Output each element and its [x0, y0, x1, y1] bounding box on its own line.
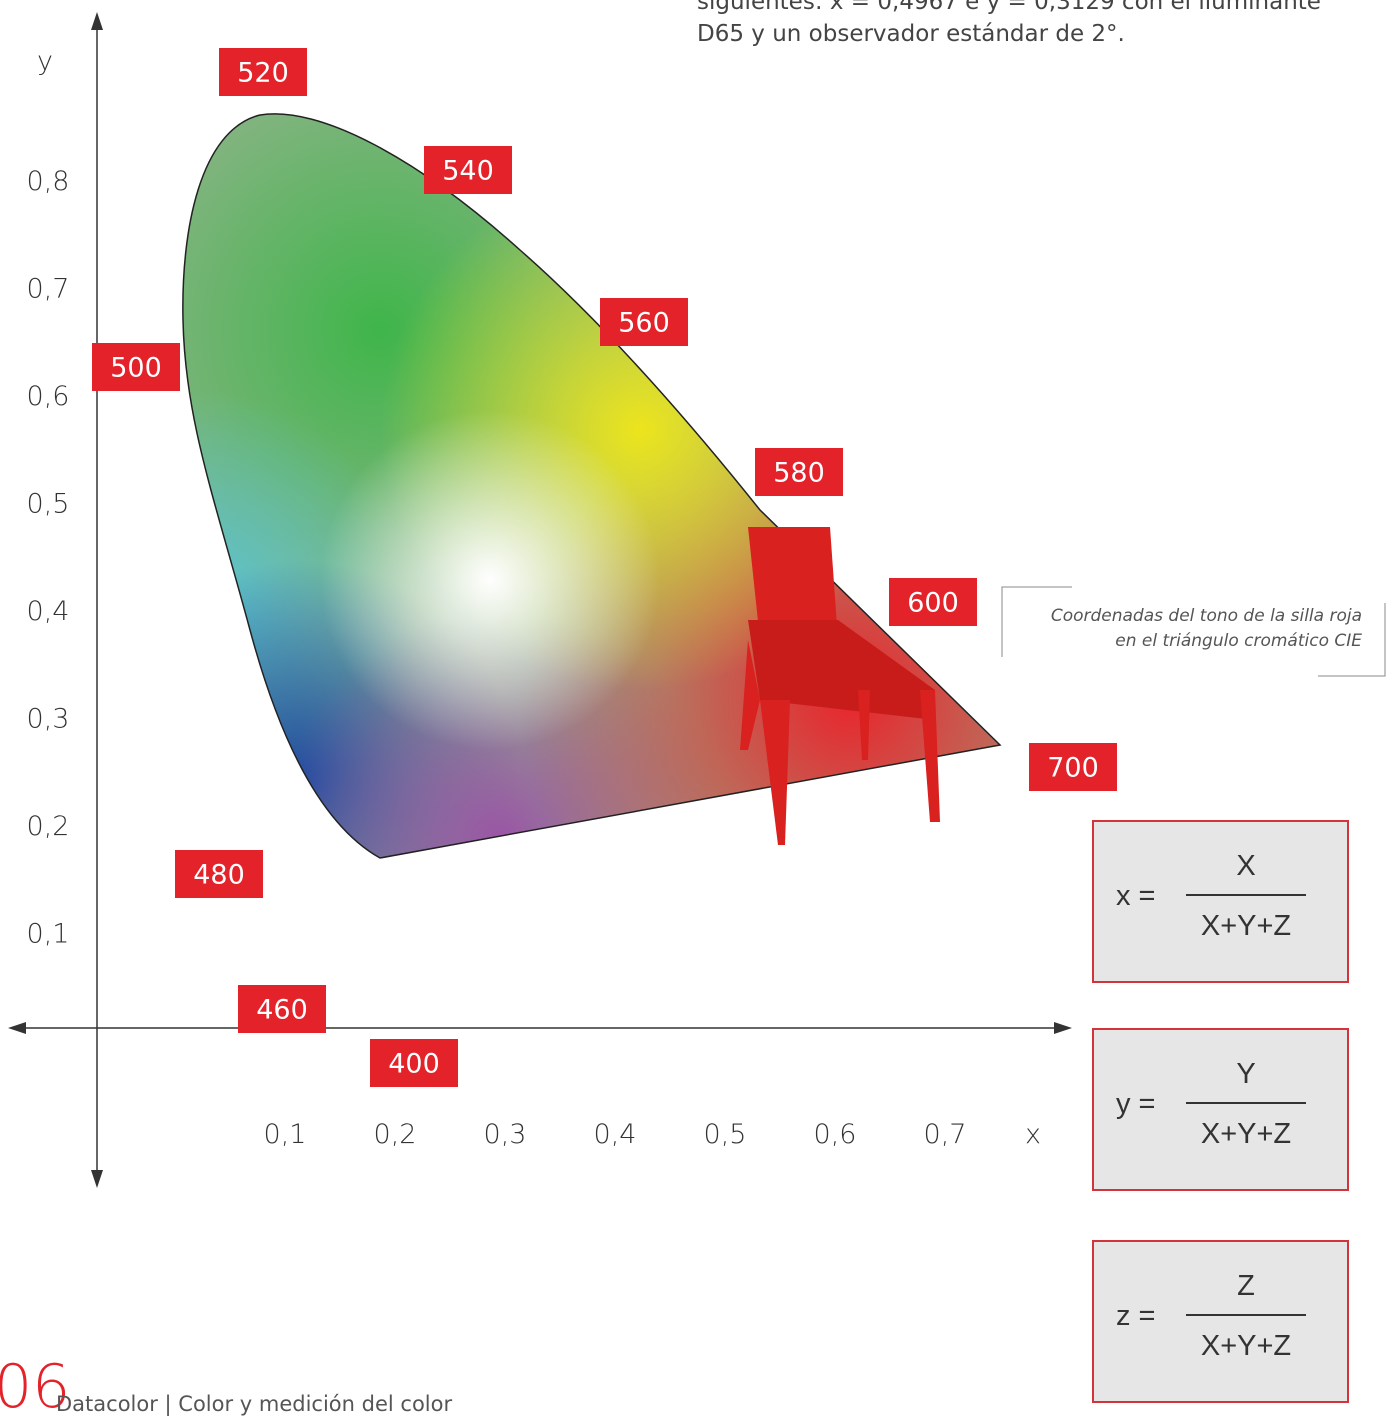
wavelength-label: 560	[600, 298, 688, 346]
label-box	[755, 448, 843, 496]
fraction-bar	[1186, 1314, 1306, 1316]
formula-lhs: x =	[1116, 880, 1156, 912]
callout-line: Coordenadas del tono de la silla roja	[1050, 606, 1362, 626]
wavelength-label: 600	[889, 578, 977, 626]
label-box	[175, 850, 263, 898]
label-box	[1029, 743, 1117, 791]
label-text: 500	[110, 353, 162, 384]
formula-denominator: X+Y+Z	[1200, 910, 1292, 942]
callout-bracket	[1001, 586, 1386, 677]
y-tick-label: 0,4	[27, 596, 70, 627]
wavelength-label: 460	[238, 985, 326, 1033]
formula-denominator: X+Y+Z	[1200, 1330, 1292, 1362]
y-tick-label: 0,3	[27, 704, 70, 735]
formula-numerator: X	[1236, 850, 1256, 882]
x-tick-label: 0,2	[374, 1119, 417, 1150]
x-tick-label: 0,5	[704, 1119, 747, 1150]
y-tick-label: 0,8	[27, 166, 70, 197]
formula-lhs: y =	[1116, 1088, 1156, 1120]
intro: siguientes: x = 0,4967 e y = 0,3129 con …	[697, 0, 1377, 50]
label-text: 460	[256, 995, 308, 1026]
x-tick-label: 0,1	[264, 1119, 307, 1150]
y-tick-label: 0,6	[27, 381, 70, 412]
fraction-bar	[1186, 894, 1306, 896]
y-tick-label: 0,2	[27, 811, 70, 842]
x-tick-label: 0,4	[594, 1119, 637, 1150]
label-text: 540	[442, 156, 494, 187]
label-text: 580	[773, 458, 825, 489]
wavelength-label: 520	[219, 48, 307, 96]
intro-line: D65 y un observador estándar de 2°.	[697, 21, 1125, 47]
label-text: 600	[907, 588, 959, 619]
formula-box: x = X X+Y+Z	[1092, 820, 1349, 983]
label-text: 700	[1047, 753, 1099, 784]
wavelength-label: 500	[92, 343, 180, 391]
x-tick-label: 0,6	[814, 1119, 857, 1150]
label-text: 400	[388, 1049, 440, 1080]
y-tick-label: 0,5	[27, 489, 70, 520]
axes	[8, 12, 1072, 1188]
callout: Coordenadas del tono de la silla roja en…	[1051, 604, 1362, 654]
wavelength-label: 580	[755, 448, 843, 496]
wavelength-label: 700	[1029, 743, 1117, 791]
label-box	[219, 48, 307, 96]
wavelength-label: 480	[175, 850, 263, 898]
formula-numerator: Z	[1237, 1270, 1255, 1302]
formula-numerator: Y	[1236, 1058, 1256, 1090]
gamut-fill	[182, 113, 1000, 858]
label-box	[238, 985, 326, 1033]
axis-label: x	[1025, 1119, 1041, 1150]
label-text: 520	[237, 58, 289, 89]
y-tick-label: 0,1	[27, 919, 70, 950]
wavelength-label: 540	[424, 146, 512, 194]
intro-line: siguientes: x = 0,4967 e y = 0,3129 con …	[697, 0, 1321, 15]
formula-box: z = Z X+Y+Z	[1092, 1240, 1349, 1403]
wavelength-label: 400	[370, 1039, 458, 1087]
label-text: 560	[618, 308, 670, 339]
fraction-bar	[1186, 1102, 1306, 1104]
y-tick-label: 0,7	[27, 274, 70, 305]
page-number: 06	[0, 1352, 71, 1422]
label-box	[370, 1039, 458, 1087]
formula-denominator: X+Y+Z	[1200, 1118, 1292, 1150]
footer-text: Datacolor | Color y medición del color	[56, 1392, 453, 1416]
x-tick-label: 0,3	[484, 1119, 527, 1150]
label-box	[92, 343, 180, 391]
spectral-locus	[182, 113, 1002, 859]
label-box	[424, 146, 512, 194]
label-box	[889, 578, 977, 626]
label-text: 480	[193, 860, 245, 891]
axis-label: y	[37, 46, 53, 77]
formula-box: y = Y X+Y+Z	[1092, 1028, 1349, 1191]
formula-lhs: z =	[1116, 1300, 1156, 1332]
label-box	[600, 298, 688, 346]
x-tick-label: 0,7	[924, 1119, 967, 1150]
chair	[740, 527, 940, 845]
callout-line: en el triángulo cromático CIE	[1115, 631, 1362, 651]
